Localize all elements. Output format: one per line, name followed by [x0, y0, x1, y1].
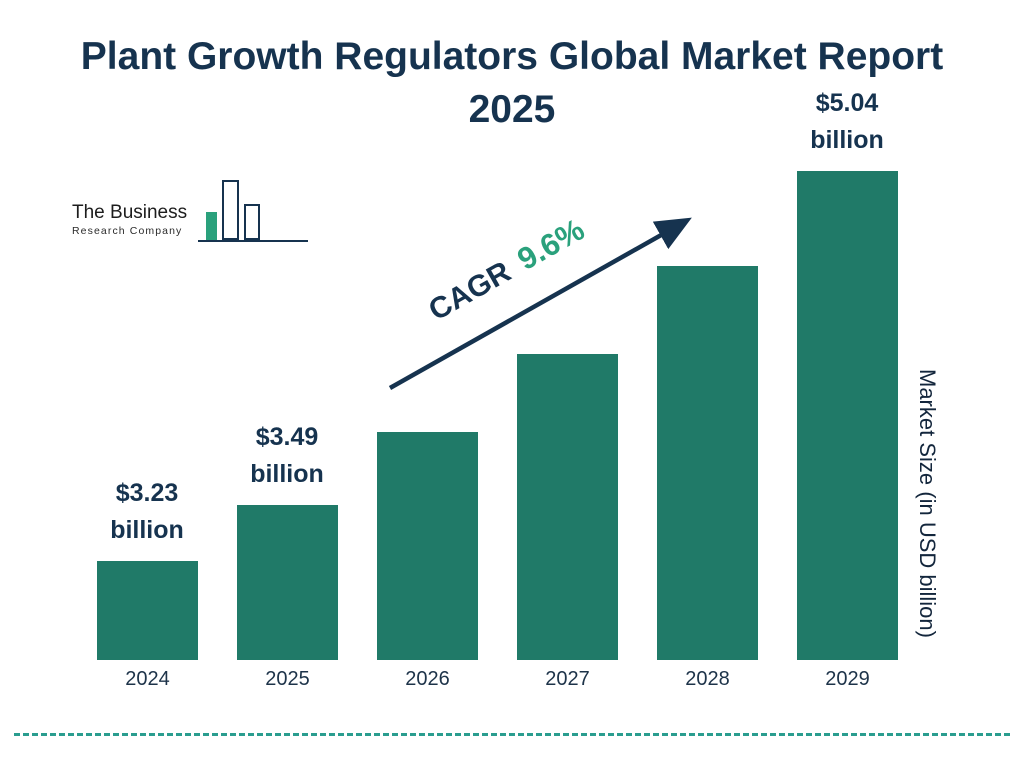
x-axis-label-2029: 2029	[825, 668, 870, 690]
logo-text: The Business Research Company	[72, 202, 187, 237]
page-title: Plant Growth Regulators Global Market Re…	[80, 35, 944, 131]
logo-text-line2: Research Company	[72, 225, 183, 237]
logo-text-line1: The Business	[72, 202, 188, 223]
bottom-dashed-border	[14, 733, 1010, 736]
x-axis-label-2028: 2028	[685, 668, 730, 690]
y-axis-label: Market Size (in USD billion)	[915, 368, 940, 638]
x-axis-label-2026: 2026	[405, 668, 450, 690]
bar-2026	[377, 432, 478, 660]
logo-baseline	[198, 240, 308, 242]
bar-2028	[657, 266, 758, 660]
value-label-2024: $3.23 billion	[110, 479, 184, 544]
logo-bar-filled	[206, 212, 217, 240]
bar-2024	[97, 561, 198, 660]
bar-2029	[797, 171, 898, 660]
bar-2027	[517, 354, 618, 660]
x-axis-label-2025: 2025	[265, 668, 310, 690]
logo-bar-chart-icon	[198, 178, 308, 242]
company-logo: The Business Research Company	[72, 178, 308, 244]
value-label-2025: $3.49 billion	[250, 423, 324, 488]
bar-2025	[237, 505, 338, 660]
x-axis-label-2027: 2027	[545, 668, 590, 690]
value-label-2029: $5.04 billion	[810, 89, 884, 154]
logo-bar-tall-outline	[222, 180, 239, 240]
logo-bar-short-outline	[244, 204, 260, 240]
x-axis-label-2024: 2024	[125, 668, 170, 690]
